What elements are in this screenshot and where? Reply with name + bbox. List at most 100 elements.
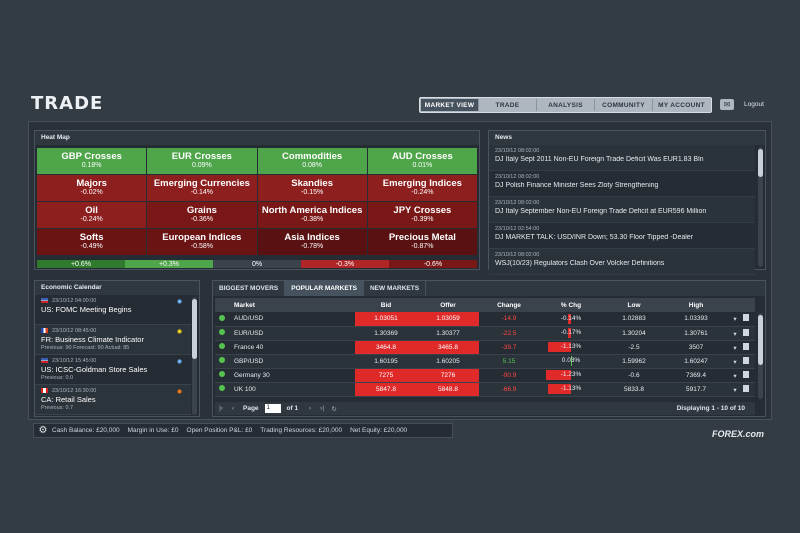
heat-map-cell[interactable]: JPY Crosses -0.39% [367,202,477,228]
news-item[interactable]: 23/10/12 08:02:00 WSJ(10/23) Regulators C… [489,249,755,275]
news-item[interactable]: 23/10/12 08:02:00 DJ Italy Sept 2011 Non-… [489,145,755,171]
bid-price[interactable]: 7275 [355,368,417,383]
dropdown-icon[interactable]: ▾ [733,344,737,352]
status-dot-cell [215,312,229,327]
calendar-event[interactable]: 23/10/12 04:00:00 US: FOMC Meeting Begins… [35,295,191,325]
heat-map-cell[interactable]: EUR Crosses 0.09% [147,148,257,174]
offer-price[interactable]: 1.30377 [417,326,479,341]
market-name[interactable]: EUR/USD [229,326,355,341]
market-name[interactable]: AUD/USD [229,312,355,327]
offer-price[interactable]: 3465.8 [417,340,479,355]
market-row[interactable]: EUR/USD 1.30369 1.30377 -22.5 -0.17% 1.30204 1… [215,326,755,341]
tab-biggest-movers[interactable]: BIGGEST MOVERS [213,281,286,296]
heat-map-cell[interactable]: Precious Metal -0.87% [367,229,477,255]
calendar-event[interactable]: 23/10/12 08:45:00 FR: Business Climate In… [35,325,191,355]
heat-map-scale-segment: -0.6% [389,260,477,268]
mail-icon[interactable]: ✉ [720,99,734,110]
calendar-event[interactable]: 23/10/12 16:30:00 CA: Retail Sales Previou… [35,385,191,415]
economic-calendar-list: 23/10/12 04:00:00 US: FOMC Meeting Begins… [35,295,191,415]
last-page-icon[interactable]: ›| [320,405,325,412]
calendar-event-time-text: 23/10/12 04:00:00 [52,298,97,304]
news-scrollbar[interactable] [758,147,763,267]
market-name[interactable]: Germany 30 [229,368,355,383]
notes-icon[interactable] [742,356,749,364]
market-name[interactable]: GBP/USD [229,354,355,369]
offer-price[interactable]: 1.03059 [417,312,479,327]
heat-map-cell[interactable]: Grains -0.36% [147,202,257,228]
change-value: -22.5 [479,326,539,341]
nav-my-account[interactable]: MY ACCOUNT [658,101,705,109]
heat-map-cell[interactable]: Majors -0.02% [37,175,147,201]
calendar-scroll-thumb[interactable] [192,299,197,359]
notes-icon[interactable] [742,328,749,336]
next-page-icon[interactable]: › [309,405,312,412]
heat-map-cell[interactable]: European Indices -0.58% [147,229,257,255]
calendar-event[interactable]: 23/10/12 15:45:00 US: ICSC-Goldman Store … [35,355,191,385]
status-dot-icon [219,329,225,335]
bid-price[interactable]: 1.03051 [355,312,417,327]
bid-price[interactable]: 5847.8 [355,382,417,397]
col-high[interactable]: High [665,298,727,312]
dropdown-icon[interactable]: ▾ [733,316,737,324]
dropdown-icon[interactable]: ▾ [733,372,737,380]
heat-map-cell[interactable]: Emerging Indices -0.24% [367,175,477,201]
market-row[interactable]: AUD/USD 1.03051 1.03059 -14.9 -0.14% 1.02883 1… [215,312,755,327]
dropdown-icon[interactable]: ▾ [733,358,737,366]
heat-map-cell[interactable]: North America Indices -0.38% [257,202,367,228]
offer-price[interactable]: 5848.8 [417,382,479,397]
markets-scrollbar[interactable] [758,313,763,399]
dropdown-icon[interactable]: ▾ [733,386,737,394]
heat-map-cell[interactable]: Commodities 0.08% [257,148,367,174]
offer-price[interactable]: 7276 [417,368,479,383]
nav-community[interactable]: COMMUNITY [595,99,653,111]
tab-popular-markets[interactable]: POPULAR MARKETS [285,281,364,296]
market-row[interactable]: UK 100 5847.8 5848.8 -66.9 -1.13% 5833.8 5917.… [215,382,755,397]
col-offer[interactable]: Offer [417,298,479,312]
nav-market-view[interactable]: MARKET VIEW [421,99,479,111]
bid-price[interactable]: 1.30369 [355,326,417,341]
heat-map-cell[interactable]: GBP Crosses 0.18% [37,148,147,174]
logout-link[interactable]: Logout [744,101,764,108]
news-item[interactable]: 23/10/12 08:02:00 DJ Polish Finance Minis… [489,171,755,197]
page-input[interactable]: 1 [264,404,281,413]
page-label: Page [243,405,259,412]
col-low[interactable]: Low [603,298,665,312]
market-name[interactable]: France 40 [229,340,355,355]
col-bid[interactable]: Bid [355,298,417,312]
calendar-scrollbar[interactable] [192,297,197,415]
heat-map-cell[interactable]: Emerging Currencies -0.14% [147,175,257,201]
notes-icon[interactable] [742,314,749,322]
market-row[interactable]: France 40 3464.8 3465.8 -39.7 -1.13% -2.5 3507… [215,340,755,355]
nav-analysis[interactable]: ANALYSIS [537,99,595,111]
high-price: 3507 [665,340,727,355]
markets-scroll-thumb[interactable] [758,315,763,365]
tab-new-markets[interactable]: NEW MARKETS [364,281,427,296]
bid-price[interactable]: 1.60195 [355,354,417,369]
market-row[interactable]: GBP/USD 1.60195 1.60205 5.15 0.03% 1.59962 1.6… [215,354,755,369]
news-item[interactable]: 23/10/12 02:54:00 DJ MARKET TALK: USD/INR… [489,223,755,249]
notes-icon[interactable] [742,370,749,378]
nav-trade[interactable]: TRADE [479,99,537,111]
offer-price[interactable]: 1.60205 [417,354,479,369]
notes-icon[interactable] [742,342,749,350]
notes-icon[interactable] [742,384,749,392]
news-time: 23/10/12 08:02:00 [495,252,540,258]
market-row[interactable]: Germany 30 7275 7276 -90.9 -1.23% -0.6 7369.4 ▾ [215,368,755,383]
news-item[interactable]: 23/10/12 08:02:00 DJ Italy September Non-… [489,197,755,223]
bid-price[interactable]: 3464.8 [355,340,417,355]
market-name[interactable]: UK 100 [229,382,355,397]
heat-map-cell[interactable]: AUD Crosses 0.01% [367,148,477,174]
refresh-icon[interactable]: ↻ [331,405,337,413]
news-scroll-thumb[interactable] [758,149,763,177]
dropdown-icon[interactable]: ▾ [733,330,737,338]
heat-map-cell[interactable]: Asia Indices -0.78% [257,229,367,255]
heat-map-cell[interactable]: Oil -0.24% [37,202,147,228]
prev-page-icon[interactable]: ‹ [231,405,235,412]
col-market[interactable]: Market [229,298,355,312]
heat-map-cell[interactable]: Skandies -0.15% [257,175,367,201]
heat-map-cell[interactable]: Softs -0.49% [37,229,147,255]
col-change[interactable]: Change [479,298,539,312]
first-page-icon[interactable]: |‹ [219,405,223,412]
col-pct-change[interactable]: % Chg [539,298,603,312]
gear-icon[interactable]: ⚙ [38,425,48,436]
